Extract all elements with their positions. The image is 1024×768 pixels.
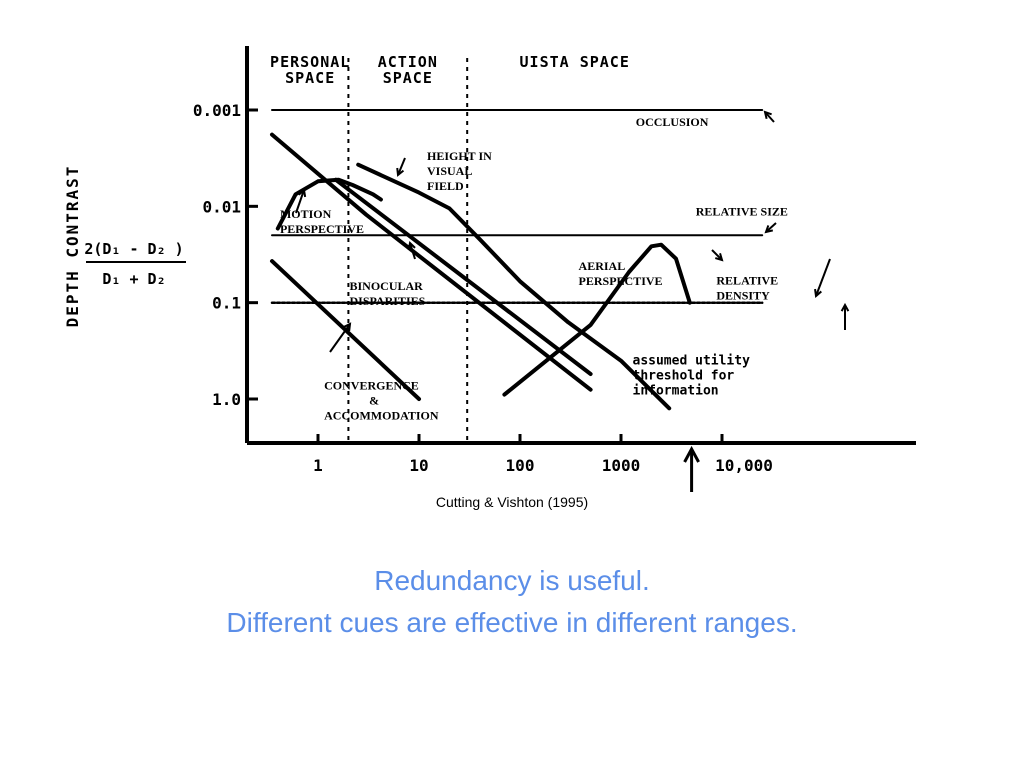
pointer-arrowhead-5	[343, 322, 352, 332]
pointer-arrowhead-4	[407, 241, 416, 251]
annotation-aerial-perspective-0: AERIAL	[579, 259, 626, 273]
annotation-convergence-accommodation-2: ACCOMMODATION	[324, 409, 439, 423]
pointer-arrowhead-7	[814, 288, 822, 298]
region-label-0-1: SPACE	[285, 69, 335, 87]
series-line-aerial-perspective-7	[502, 242, 692, 397]
annotation-assumed-utility-threshold-for-information-1: threshold for	[633, 369, 735, 384]
annotation-motion-perspective-0: MOTION	[280, 207, 332, 221]
annotation-assumed-utility-threshold-for-information-0: assumed utility	[633, 354, 751, 369]
pointer-arrow-6	[711, 249, 723, 261]
annotation-relative-density-0: RELATIVE	[716, 274, 778, 288]
x-tick-label-100: 100	[506, 456, 535, 475]
series-line-height-in-visual-field-5	[356, 162, 672, 411]
pointer-arrow-2	[397, 157, 406, 176]
annotation-height-in-visual-field-1: VISUAL	[427, 164, 472, 178]
annotation-convergence-accommodation-1: &	[369, 394, 379, 408]
annotation-binocular-disparities-1: DISPARITIES	[349, 294, 425, 308]
annotation-motion-perspective-1: PERSPECTIVE	[280, 222, 364, 236]
x-tick-label-1000: 1000	[602, 456, 641, 475]
annotation-relative-density-1: DENSITY	[716, 289, 770, 303]
annotation-assumed-utility-threshold-for-information-2: information	[633, 384, 719, 399]
pointer-arrowhead-0	[763, 110, 772, 120]
pointer-arrow-3	[295, 189, 305, 214]
y-axis-formula-numerator: 2(D₁ - D₂ )	[84, 240, 183, 258]
annotation-binocular-disparities-0: BINOCULAR	[349, 279, 423, 293]
annotation-aerial-perspective-1: PERSPECTIVE	[579, 274, 663, 288]
slide-line-1: Redundancy is useful.	[374, 565, 650, 596]
region-label-1-1: SPACE	[383, 69, 433, 87]
pointer-arrowhead-3	[298, 188, 307, 198]
threshold-marker-arrowhead	[683, 445, 700, 463]
y-tick-label-0-1: 0.1	[212, 294, 241, 313]
series-line-binocular-disparities-4	[333, 177, 593, 376]
x-tick-label-10: 10	[409, 456, 428, 475]
region-label-2-0: UISTA SPACE	[520, 53, 630, 71]
slide-line-2: Different cues are effective in differen…	[226, 607, 798, 638]
slide-body-text: Redundancy is useful. Different cues are…	[0, 560, 1024, 644]
region-label-1-0: ACTION	[378, 53, 438, 71]
region-label-0-0: PERSONAL	[270, 53, 350, 71]
depth-contrast-chart: DEPTH CONTRAST 2(D₁ - D₂ ) D₁ + D₂ 0.001…	[63, 46, 916, 492]
y-tick-label-1-0: 1.0	[212, 390, 241, 409]
annotation-occlusion-0: OCCLUSION	[636, 115, 709, 129]
pointer-arrow-1	[765, 222, 777, 233]
annotation-height-in-visual-field-0: HEIGHT IN	[427, 149, 492, 163]
x-tick-label-10-000: 10,000	[715, 456, 773, 475]
pointer-arrowhead-1	[764, 225, 774, 234]
pointer-arrowhead-6	[715, 253, 724, 262]
y-tick-label-0-001: 0.001	[193, 101, 241, 120]
pointer-arrow-7	[815, 258, 831, 297]
series-line-binocular-disparities-3	[270, 132, 593, 392]
y-tick-label-0-01: 0.01	[202, 197, 241, 216]
figure-caption: Cutting & Vishton (1995)	[435, 494, 589, 510]
pointer-arrowhead-2	[396, 167, 405, 177]
annotation-convergence-accommodation-0: CONVERGENCE	[324, 379, 419, 393]
pointer-arrow-0	[764, 111, 775, 123]
pointer-arrowhead-8	[840, 302, 850, 312]
annotation-relative-size-0: RELATIVE SIZE	[696, 204, 788, 218]
y-axis-formula-denominator: D₁ + D₂	[102, 270, 165, 288]
annotation-height-in-visual-field-2: FIELD	[427, 179, 464, 193]
y-axis-label-group: DEPTH CONTRAST 2(D₁ - D₂ ) D₁ + D₂	[63, 165, 186, 328]
y-axis-label: DEPTH CONTRAST	[63, 165, 82, 328]
pointer-arrow-5	[329, 323, 351, 353]
pointer-arrow-4	[409, 242, 416, 260]
x-tick-label-1: 1	[313, 456, 323, 475]
